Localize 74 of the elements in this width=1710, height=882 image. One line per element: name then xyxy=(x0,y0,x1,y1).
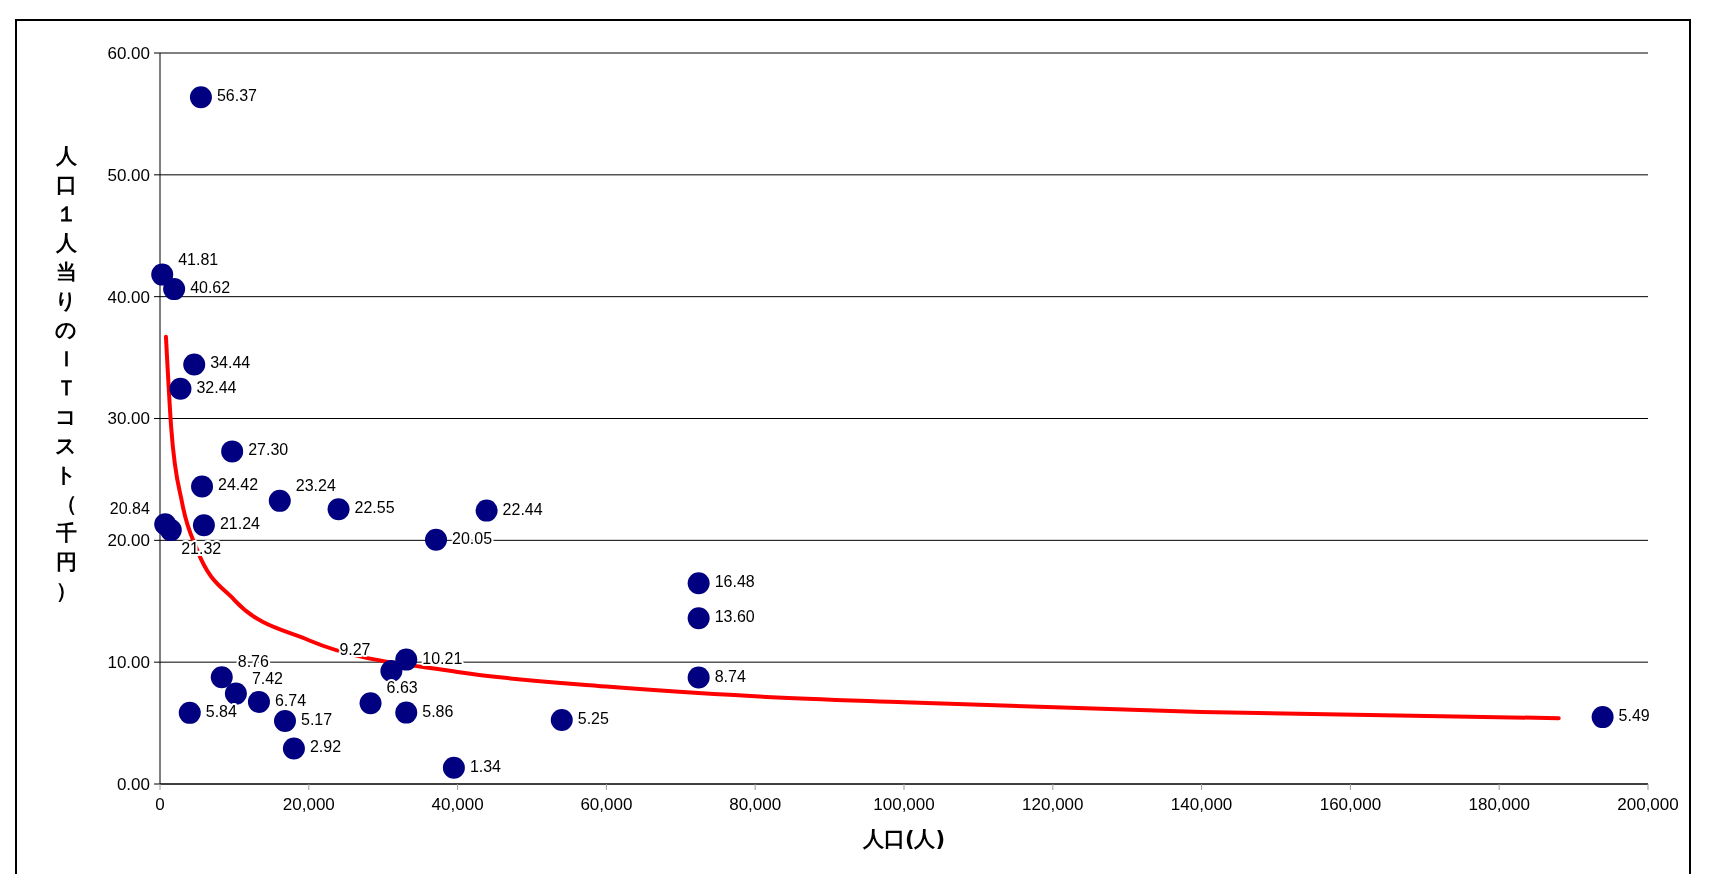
point xyxy=(163,278,186,301)
point xyxy=(395,701,418,724)
data-label: 1.34 xyxy=(469,757,502,775)
point xyxy=(327,498,350,521)
data-label: 5.25 xyxy=(577,710,609,728)
data-label: 16.48 xyxy=(714,573,755,591)
data-label: 8.74 xyxy=(714,667,746,685)
point xyxy=(550,709,573,732)
data-label: 5.17 xyxy=(300,711,333,729)
point xyxy=(442,756,465,779)
point xyxy=(159,519,182,542)
data-label: 40.62 xyxy=(190,279,231,297)
y-tick-label: 0.00 xyxy=(116,774,150,794)
y-tick-label: 10.00 xyxy=(107,653,150,673)
data-label: 7.42 xyxy=(251,669,284,687)
point xyxy=(1591,706,1614,729)
y-tick-label: 60.00 xyxy=(107,43,150,63)
text: 人口１人当りのＩＴコスト（千円） xyxy=(55,144,77,603)
data-label: 22.55 xyxy=(354,499,395,517)
x-tick-label: 120,000 xyxy=(1022,795,1084,814)
data-label: 22.44 xyxy=(502,500,543,518)
data-label: 56.37 xyxy=(216,87,258,105)
point xyxy=(475,499,498,522)
point xyxy=(192,514,215,537)
point xyxy=(687,666,710,689)
data-label: 41.81 xyxy=(178,250,219,268)
data-label: 5.86 xyxy=(422,702,454,720)
point xyxy=(210,666,233,689)
point xyxy=(151,263,174,286)
point xyxy=(183,353,206,376)
x-tick-label: 100,000 xyxy=(873,795,935,814)
x-tick-label: 60,000 xyxy=(580,795,633,814)
data-label: 34.44 xyxy=(210,354,251,372)
x-tick-label: 160,000 xyxy=(1319,795,1382,814)
point xyxy=(282,737,305,760)
point xyxy=(221,440,244,463)
point xyxy=(189,86,212,109)
data-label: 27.30 xyxy=(248,441,289,459)
point xyxy=(247,690,270,713)
point xyxy=(425,528,448,551)
x-tick-label: 140,000 xyxy=(1170,795,1233,814)
data-label: 32.44 xyxy=(196,378,237,396)
y-tick-label: 50.00 xyxy=(107,165,150,185)
point xyxy=(395,648,418,671)
data-label: 5.84 xyxy=(205,702,237,720)
x-tick-label: 80,000 xyxy=(729,795,782,814)
point xyxy=(224,682,247,705)
data-label: 13.60 xyxy=(714,608,755,626)
point xyxy=(169,377,192,400)
point xyxy=(687,572,710,595)
x-tick-label: 200,000 xyxy=(1617,795,1679,814)
x-axis-title: 人口(人) xyxy=(861,827,946,851)
data-label: 24.42 xyxy=(218,476,259,494)
data-label: 20.84 xyxy=(109,500,150,518)
point xyxy=(268,489,291,512)
data-label: 5.49 xyxy=(1618,707,1650,725)
data-label: 21.24 xyxy=(219,515,261,533)
data-label: 9.27 xyxy=(339,641,371,659)
point xyxy=(687,607,710,630)
y-tick-label: 20.00 xyxy=(107,531,150,551)
point xyxy=(191,475,214,498)
data-label: 2.92 xyxy=(309,738,342,756)
x-tick-label: 40,000 xyxy=(431,795,484,814)
x-tick-label: 20,000 xyxy=(282,795,335,814)
point xyxy=(178,701,201,724)
data-label: 23.24 xyxy=(295,476,336,494)
x-tick-label: 180,000 xyxy=(1468,795,1530,814)
y-tick-label: 40.00 xyxy=(107,287,150,307)
point xyxy=(359,692,382,715)
data-label: 6.74 xyxy=(274,691,307,709)
data-label: 6.63 xyxy=(386,679,418,697)
y-tick-label: 30.00 xyxy=(107,409,150,429)
point xyxy=(273,710,296,733)
x-tick-label: 0 xyxy=(155,795,165,814)
